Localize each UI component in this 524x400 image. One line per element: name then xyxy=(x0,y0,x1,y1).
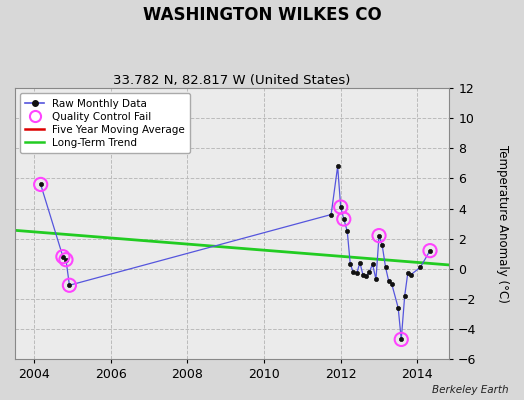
Point xyxy=(59,254,67,260)
Text: WASHINGTON WILKES CO: WASHINGTON WILKES CO xyxy=(143,6,381,24)
Point xyxy=(37,181,45,188)
Y-axis label: Temperature Anomaly (°C): Temperature Anomaly (°C) xyxy=(496,145,509,302)
Point xyxy=(62,256,70,263)
Point xyxy=(65,282,73,288)
Legend: Raw Monthly Data, Quality Control Fail, Five Year Moving Average, Long-Term Tren: Raw Monthly Data, Quality Control Fail, … xyxy=(20,93,190,153)
Text: Berkeley Earth: Berkeley Earth xyxy=(432,385,508,395)
Point xyxy=(397,336,406,343)
Point xyxy=(426,248,434,254)
Title: 33.782 N, 82.817 W (United States): 33.782 N, 82.817 W (United States) xyxy=(113,74,351,87)
Point xyxy=(340,216,348,222)
Point xyxy=(375,232,383,239)
Point xyxy=(336,204,345,210)
